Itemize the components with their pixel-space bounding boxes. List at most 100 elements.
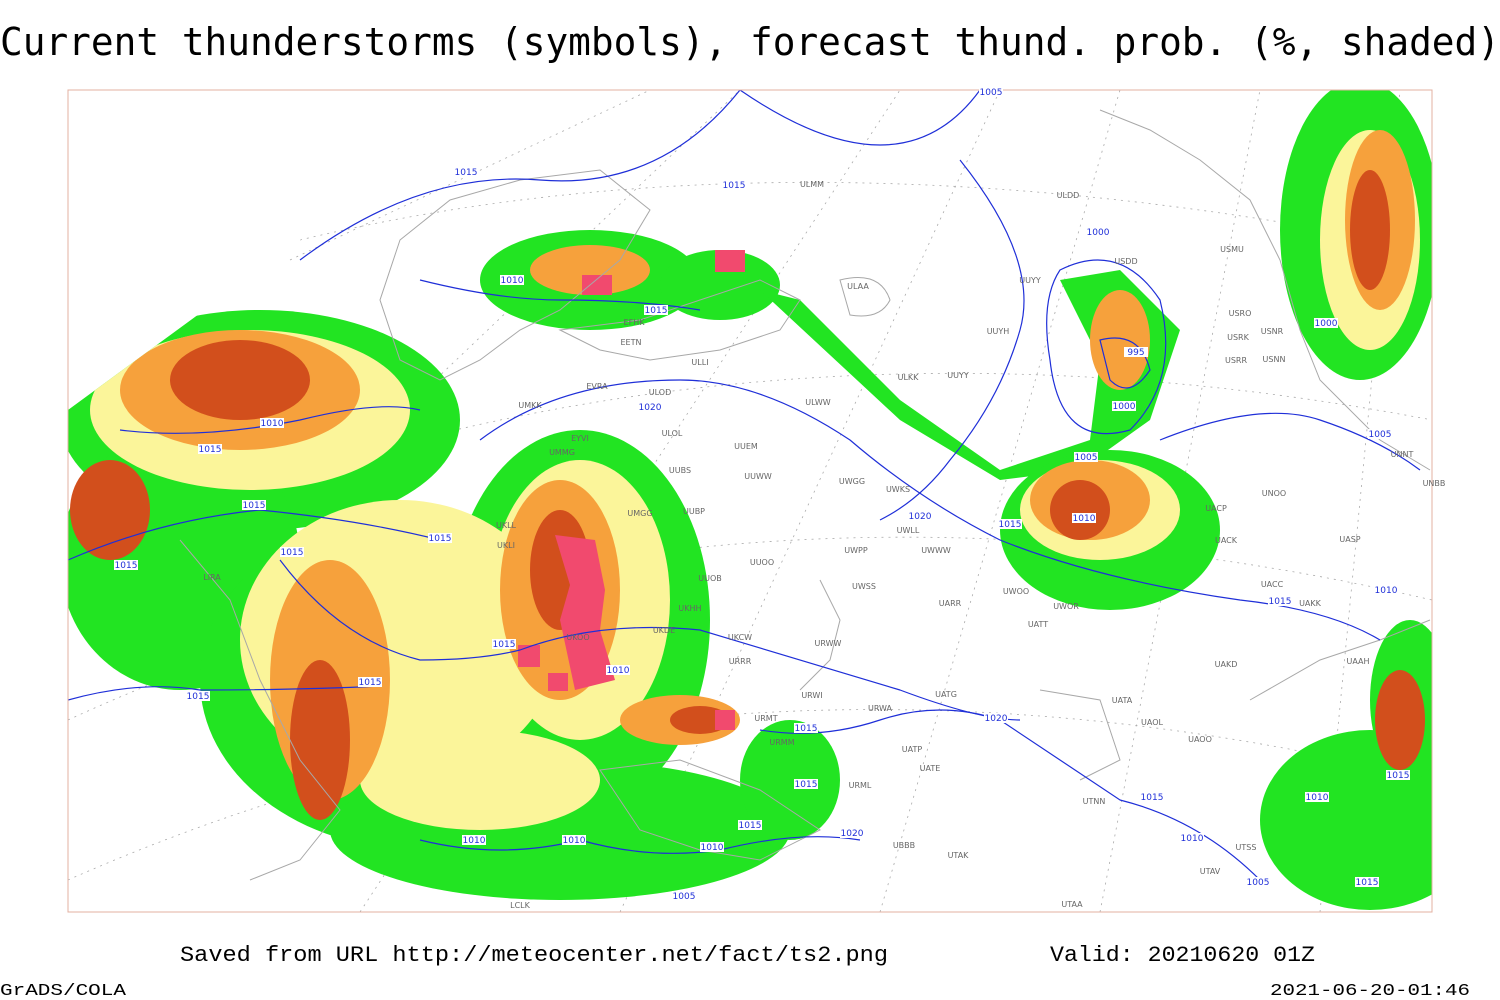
station-code: UUOB bbox=[698, 574, 722, 583]
station-code: URML bbox=[849, 781, 872, 790]
station-code: UACC bbox=[1261, 580, 1284, 589]
station-code: USMU bbox=[1220, 245, 1244, 254]
station-code: EVRA bbox=[586, 382, 608, 391]
isobar-label: 1015 bbox=[645, 306, 668, 316]
station-code: UBBB bbox=[893, 841, 915, 850]
isobar-label: 1015 bbox=[723, 181, 746, 191]
station-code: ULDD bbox=[1057, 191, 1080, 200]
station-code: UUEM bbox=[734, 442, 758, 451]
isobar-label: 1005 bbox=[673, 892, 696, 902]
isobar-label-bg bbox=[454, 167, 478, 177]
station-code: URWA bbox=[868, 704, 893, 713]
isobar-label: 1010 bbox=[463, 836, 486, 846]
isobar-label: 1015 bbox=[359, 678, 382, 688]
isobar-label: 1015 bbox=[795, 724, 818, 734]
isobar-label: 1010 bbox=[501, 276, 524, 286]
station-code: UATG bbox=[935, 690, 957, 699]
timestamp: 2021-06-20-01:46 bbox=[1270, 982, 1470, 1000]
station-code: UKHH bbox=[678, 604, 701, 613]
coastlines bbox=[179, 109, 1431, 881]
isobar-label-bg bbox=[840, 828, 864, 838]
station-code: UWLL bbox=[897, 526, 920, 535]
station-code: UARR bbox=[939, 599, 962, 608]
station-code: USNR bbox=[1261, 327, 1284, 336]
station-code: UATE bbox=[920, 764, 941, 773]
isobar-label: 1005 bbox=[1075, 453, 1098, 463]
isobar-label-bg bbox=[1355, 877, 1379, 887]
map-labels: ULMM ULDD USMU USDD ULAA UUYY USRO USRK USNR UUYH… bbox=[114, 87, 1445, 910]
station-code: UMGG bbox=[627, 509, 652, 518]
station-code: UATT bbox=[1028, 620, 1048, 629]
station-code: EYVI bbox=[571, 434, 589, 443]
isobar-label-bg bbox=[638, 402, 662, 412]
station-code: UTAV bbox=[1200, 867, 1221, 876]
station-code: ULOL bbox=[662, 429, 683, 438]
isobar-label-bg bbox=[794, 779, 818, 789]
isobar-label-bg bbox=[198, 444, 222, 454]
station-code: ULWW bbox=[805, 398, 830, 407]
station-code: UTAK bbox=[948, 851, 970, 860]
isobar-label-bg bbox=[644, 305, 668, 315]
station-code: UUWW bbox=[744, 472, 772, 481]
isobar-label: 1010 bbox=[701, 843, 724, 853]
isobar-label: 1015 bbox=[429, 534, 452, 544]
station-code: URRR bbox=[729, 657, 752, 666]
station-code: UAOL bbox=[1141, 718, 1163, 727]
isobar-label-bg bbox=[1374, 585, 1398, 595]
station-code: UTSS bbox=[1236, 843, 1257, 852]
isobar-label: 1010 bbox=[261, 419, 284, 429]
station-code: UWOO bbox=[1003, 587, 1029, 596]
isobar-label-bg bbox=[114, 560, 138, 570]
isobar-label-bg bbox=[1180, 833, 1204, 843]
station-code: UUYY bbox=[1019, 276, 1041, 285]
station-code: ULOD bbox=[649, 388, 671, 397]
station-code: UAAH bbox=[1346, 657, 1369, 666]
isobar-label: 1015 bbox=[281, 548, 304, 558]
station-code: URWI bbox=[801, 691, 822, 700]
map-frame bbox=[67, 89, 1433, 913]
station-code: URWW bbox=[815, 639, 842, 648]
isobar-label-bg bbox=[738, 820, 762, 830]
station-code: UNNT bbox=[1391, 450, 1414, 459]
station-code: UWKS bbox=[886, 485, 910, 494]
isobar-label-bg bbox=[700, 842, 724, 852]
isobar-label-bg bbox=[260, 418, 284, 428]
station-code: ULMM bbox=[800, 180, 824, 189]
station-code: LIRA bbox=[203, 573, 221, 582]
isobar-label: 1000 bbox=[1315, 319, 1338, 329]
station-code: ULLI bbox=[691, 358, 708, 367]
station-code: UTAA bbox=[1061, 900, 1083, 909]
station-code: UUYY bbox=[947, 371, 969, 380]
isobar-label-bg bbox=[1314, 318, 1338, 328]
station-code: UKCW bbox=[728, 633, 752, 642]
station-code: UNOO bbox=[1262, 489, 1286, 498]
station-code: UNBB bbox=[1423, 479, 1446, 488]
isobar-label: 1015 bbox=[493, 640, 516, 650]
station-code: USNN bbox=[1263, 355, 1286, 364]
isobar-label-bg bbox=[1268, 596, 1292, 606]
isobar-label-bg bbox=[562, 835, 586, 845]
station-code: UUYH bbox=[987, 327, 1010, 336]
station-code: UACP bbox=[1205, 504, 1227, 513]
isobar-label: 1005 bbox=[980, 88, 1003, 98]
isobars bbox=[68, 90, 1421, 881]
station-code: URMM bbox=[769, 738, 794, 747]
isobar-label: 1005 bbox=[1247, 878, 1270, 888]
isobar-label: 1015 bbox=[1141, 793, 1164, 803]
station-code: USRR bbox=[1225, 356, 1247, 365]
isobar-label: 1015 bbox=[1356, 878, 1379, 888]
station-code: UUOO bbox=[750, 558, 774, 567]
isobar-label: 1015 bbox=[115, 561, 138, 571]
station-code: UKLL bbox=[496, 521, 517, 530]
isobar-label: 1010 bbox=[1073, 514, 1096, 524]
isobar-label: 995 bbox=[1127, 348, 1144, 358]
source-url: Saved from URL http://meteocenter.net/fa… bbox=[180, 943, 888, 968]
isobar-label: 1010 bbox=[1181, 834, 1204, 844]
isobar-label: 1010 bbox=[1375, 586, 1398, 596]
isobar-label: 1010 bbox=[1306, 793, 1329, 803]
station-code: UWWW bbox=[921, 546, 951, 555]
station-code: UMKK bbox=[518, 401, 542, 410]
isobar-label: 1005 bbox=[1369, 430, 1392, 440]
isobar-label-bg bbox=[1072, 513, 1096, 523]
